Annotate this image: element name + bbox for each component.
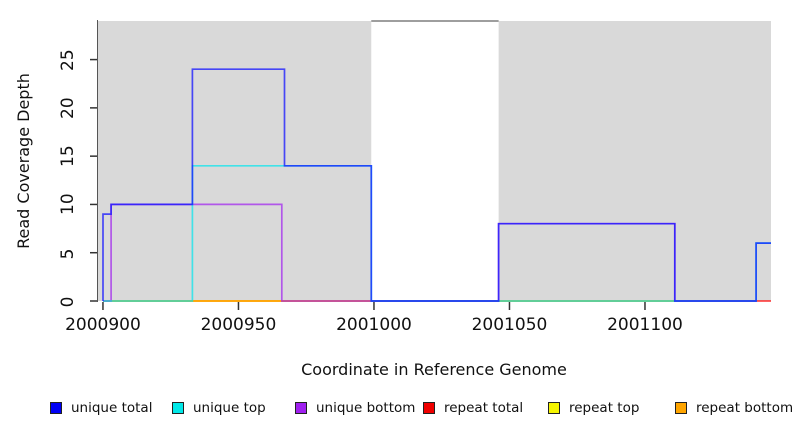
covered-region-left [97,21,372,301]
x-tick-label: 2000950 [200,315,277,335]
y-tick-label: 5 [58,248,78,260]
x-axis-title-text: Coordinate in Reference Genome [301,360,567,379]
x-tick-label: 2001100 [607,315,683,335]
legend-swatch-repeat-top [548,402,560,414]
legend-label: unique bottom [316,400,416,416]
y-tick-label: 15 [58,145,78,168]
legend-swatch-unique-bottom [295,402,307,414]
x-tick-label: 2000900 [65,315,141,335]
legend-label: repeat total [444,400,524,416]
legend-label: repeat top [569,400,640,416]
legend-label: repeat bottom [696,400,792,416]
legend: unique total unique top unique bottom repea… [0,398,792,422]
x-tick-label: 2001000 [336,315,412,335]
legend-swatch-repeat-total [423,402,435,414]
y-tick-label: 0 [58,296,78,308]
x-axis-title: Coordinate in Reference Genome [0,360,792,379]
y-tick-label: 10 [58,193,78,216]
x-tick-label: 2001050 [471,315,548,335]
y-tick-label: 20 [58,97,78,119]
legend-label: unique top [193,400,266,416]
y-axis-title: Read Coverage Depth [14,73,33,249]
legend-swatch-unique-top [172,402,184,414]
legend-label: unique total [71,400,153,416]
covered-region-right [498,21,771,301]
y-tick-label: 25 [58,48,78,71]
legend-swatch-unique-total [50,402,62,414]
legend-swatch-repeat-bottom [675,402,687,414]
coverage-line-unique-total [102,68,771,302]
